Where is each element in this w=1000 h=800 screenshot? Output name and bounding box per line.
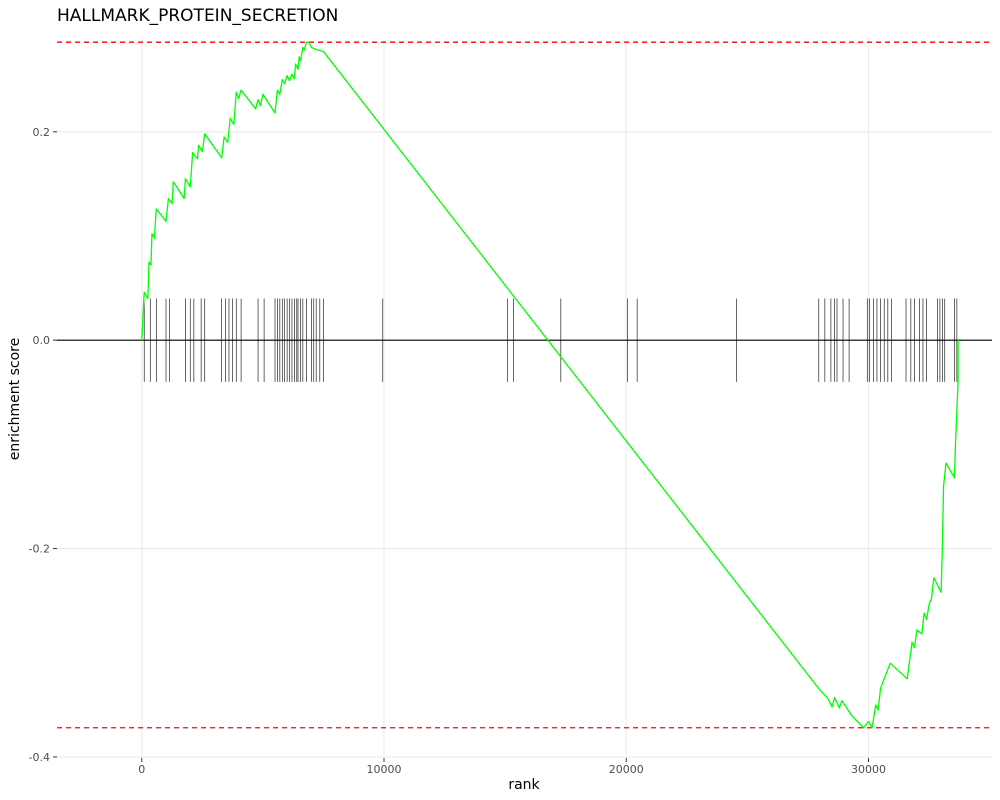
y-tick-label: 0.2: [33, 126, 51, 139]
x-axis-ticks: 0 10000 20000 30000: [138, 758, 886, 776]
y-axis-label: enrichment score: [7, 338, 23, 460]
reference-lines: [57, 41, 992, 729]
y-axis-ticks: -0.4 -0.2 0.0 0.2: [29, 126, 57, 764]
x-tick-label: 30000: [851, 763, 886, 776]
x-tick-label: 0: [138, 763, 145, 776]
gene-hit-ticks: [143, 298, 958, 382]
y-tick-label: -0.4: [29, 751, 50, 764]
enrichment-curve-layer: [141, 41, 959, 729]
grid-lines: [57, 38, 992, 758]
enrichment-curve: [141, 41, 959, 729]
y-tick-label: 0.0: [33, 334, 51, 347]
x-tick-label: 10000: [367, 763, 402, 776]
chart-title: HALLMARK_PROTEIN_SECRETION: [57, 6, 338, 26]
y-tick-label: -0.2: [29, 543, 50, 556]
x-tick-label: 20000: [609, 763, 644, 776]
x-axis-label: rank: [508, 777, 540, 793]
